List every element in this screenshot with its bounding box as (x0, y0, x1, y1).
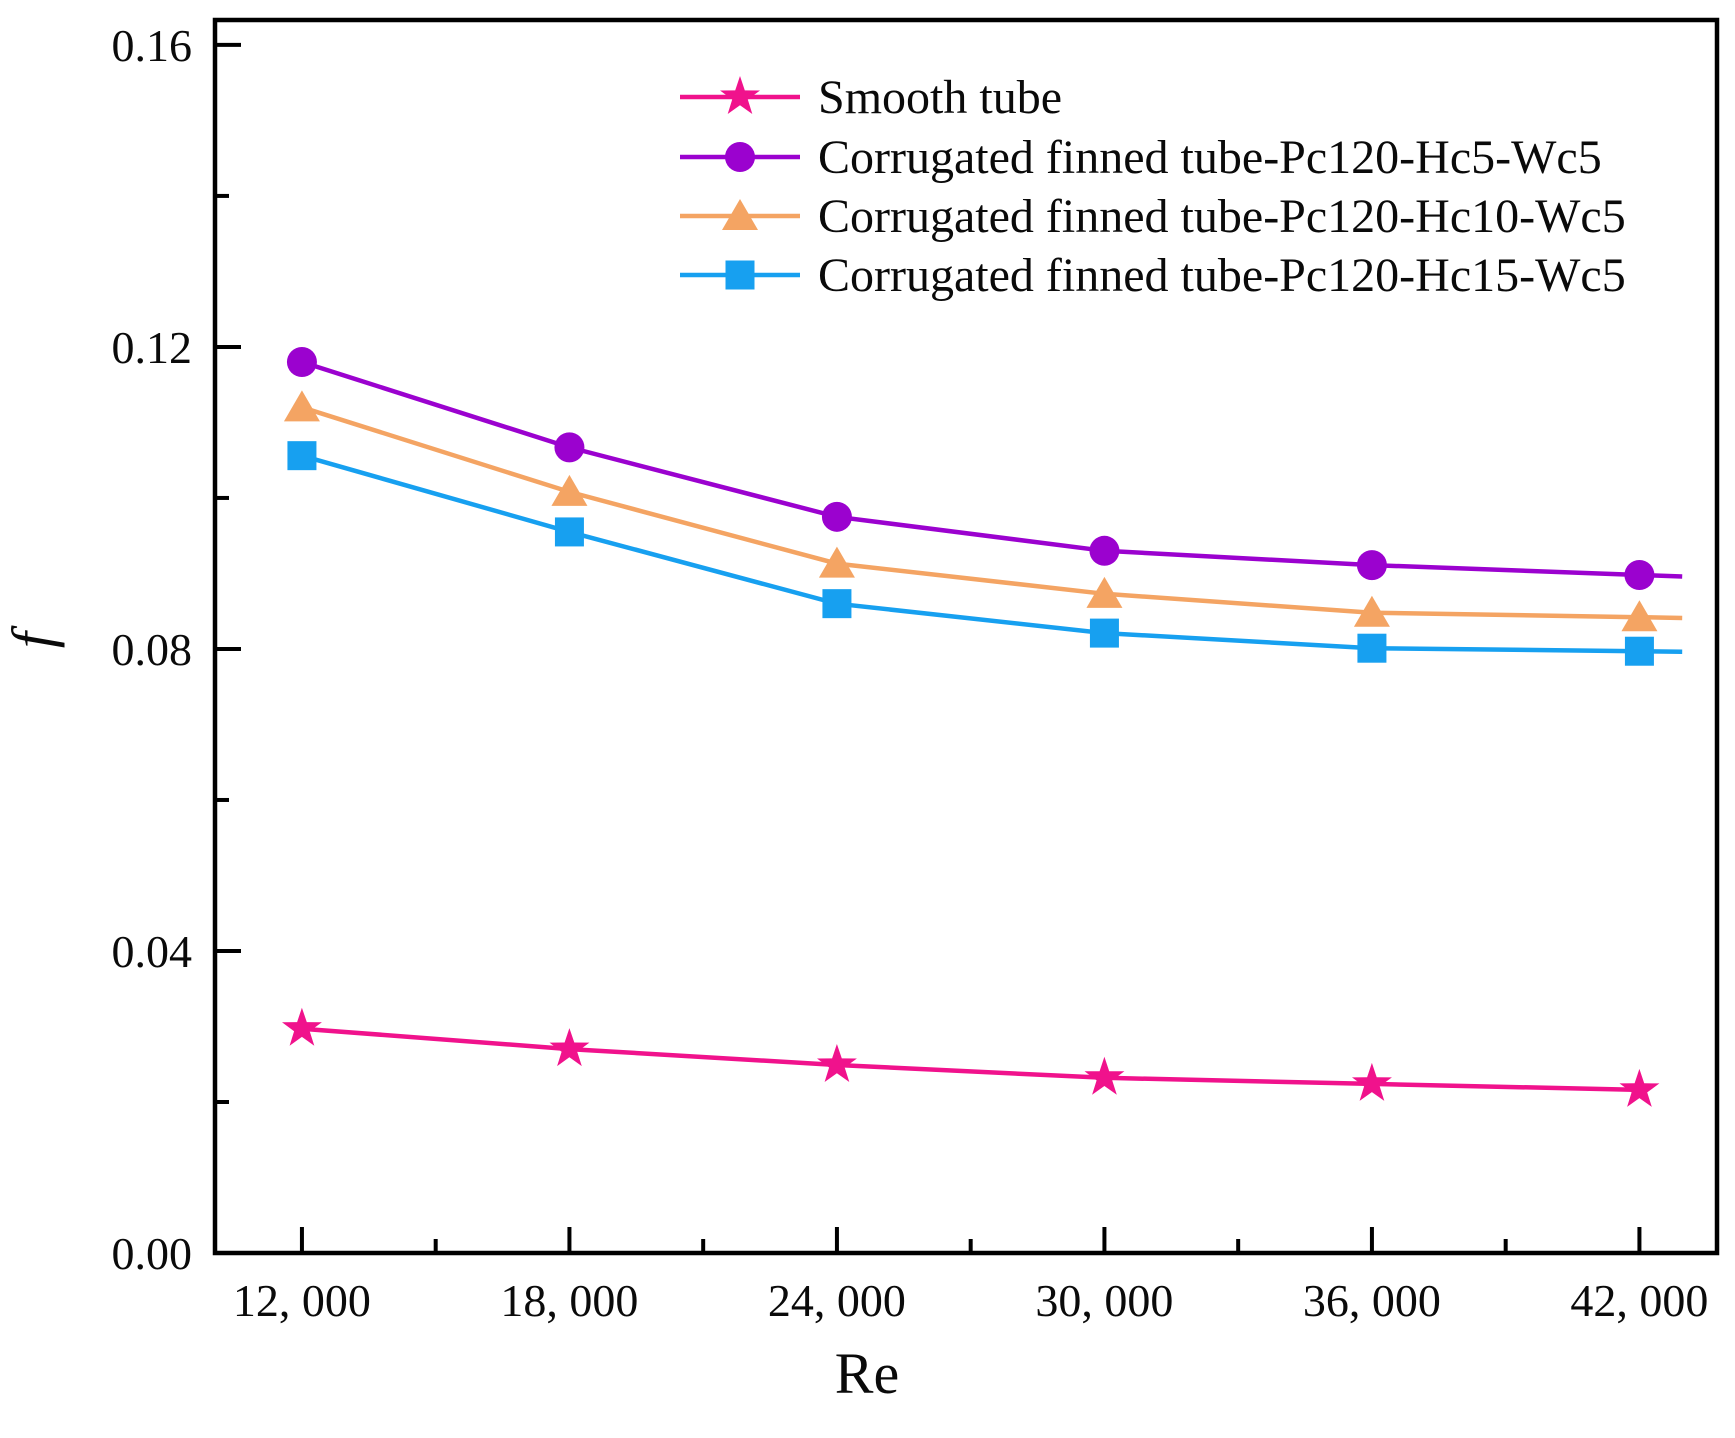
data-point-marker (1624, 636, 1654, 666)
y-tick-label: 0.08 (112, 624, 193, 675)
axis-ticks: 12, 000 18, 000 24, 000 30, 000 36, 000 42, 0… (112, 20, 1709, 1326)
data-point-marker (1356, 550, 1387, 581)
plot-frame (212, 17, 1720, 1256)
legend-item: Smooth tube (680, 71, 1062, 124)
legend-label: Corrugated finned tube-Pc120-Hc10-Wc5 (818, 190, 1626, 243)
legend-label: Smooth tube (818, 71, 1062, 124)
series-square (287, 441, 1683, 666)
series-line (301, 1026, 1640, 1093)
legend-item: Corrugated finned tube-Pc120-Hc10-Wc5 (680, 190, 1626, 243)
x-tick-label: 36, 000 (1303, 1275, 1441, 1326)
y-tick-label: 0.16 (112, 20, 193, 71)
y-axis-title: f (0, 625, 65, 648)
data-point-marker (1089, 535, 1120, 566)
x-tick-label: 42, 000 (1570, 1275, 1708, 1326)
data-point-marker (1086, 576, 1123, 608)
data-series (282, 347, 1683, 1107)
data-point-marker (1621, 600, 1658, 632)
legend-marker-square (725, 260, 755, 290)
y-tick-label: 0.04 (112, 926, 193, 977)
data-point-marker (1089, 618, 1119, 648)
series-triangle (283, 390, 1683, 632)
axes-frame (212, 17, 1720, 1256)
data-point-marker (1357, 633, 1387, 663)
legend-item: Corrugated finned tube-Pc120-Hc15-Wc5 (680, 249, 1626, 302)
data-point-marker (554, 517, 584, 547)
data-point-marker (817, 1044, 857, 1082)
legend-item: Corrugated finned tube-Pc120-Hc5-Wc5 (680, 131, 1602, 184)
legend-label: Corrugated finned tube-Pc120-Hc5-Wc5 (818, 131, 1602, 184)
data-point-marker (282, 1007, 322, 1046)
x-tick-label: 30, 000 (1035, 1275, 1173, 1326)
data-point-marker (822, 589, 852, 619)
legend: Smooth tube Corrugated finned tube-Pc120-… (680, 71, 1626, 302)
data-point-marker (287, 441, 317, 471)
data-point-marker (554, 432, 585, 463)
data-point-marker (1352, 1062, 1392, 1101)
series-line (301, 453, 1683, 654)
series-star (282, 1007, 1660, 1107)
legend-marker-circle (725, 142, 755, 172)
data-point-marker (818, 546, 855, 578)
y-tick-label: 0.12 (112, 322, 193, 373)
data-point-marker (551, 474, 588, 506)
data-point-marker (1624, 559, 1655, 590)
data-point-marker (283, 390, 320, 422)
legend-marker-star (720, 76, 760, 114)
series-line (301, 359, 1683, 579)
x-tick-label: 24, 000 (768, 1275, 906, 1326)
legend-label: Corrugated finned tube-Pc120-Hc15-Wc5 (818, 249, 1626, 302)
data-point-marker (1619, 1068, 1660, 1107)
data-point-marker (1084, 1056, 1125, 1095)
legend-marker-triangle (722, 199, 758, 230)
series-circle (286, 347, 1683, 590)
data-point-marker (286, 347, 317, 378)
data-point-marker (821, 501, 852, 532)
x-tick-label: 12, 000 (233, 1275, 371, 1326)
x-tick-label: 18, 000 (500, 1275, 638, 1326)
data-point-marker (549, 1028, 590, 1067)
x-axis-title: Re (835, 1341, 899, 1406)
y-tick-label: 0.00 (112, 1228, 193, 1279)
data-point-marker (1353, 595, 1390, 627)
